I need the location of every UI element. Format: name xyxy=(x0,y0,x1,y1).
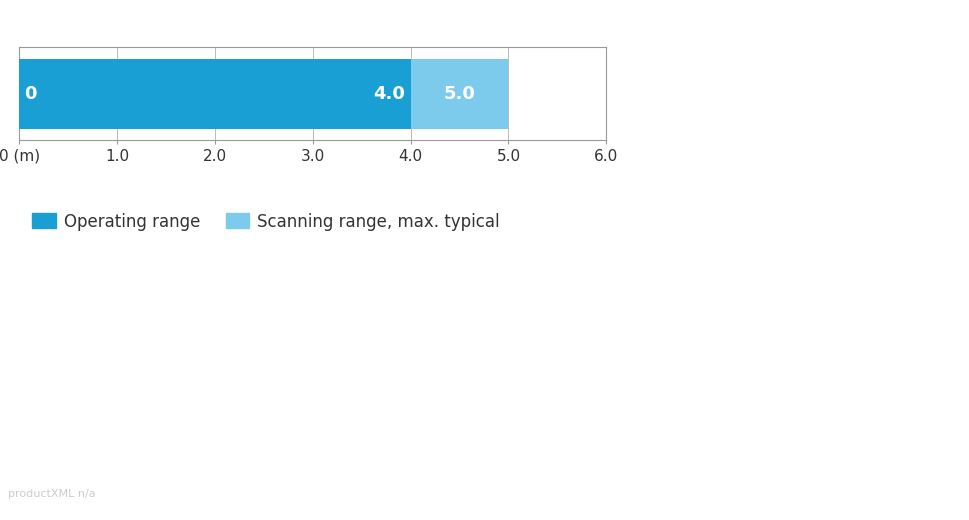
Text: productXML n/a: productXML n/a xyxy=(8,489,95,499)
Text: 5.0: 5.0 xyxy=(443,85,475,102)
Text: 4.0: 4.0 xyxy=(372,85,404,102)
Text: 0: 0 xyxy=(24,85,37,102)
Bar xyxy=(19,59,410,129)
Bar xyxy=(19,59,508,129)
Legend: Operating range, Scanning range, max. typical: Operating range, Scanning range, max. ty… xyxy=(26,206,506,237)
